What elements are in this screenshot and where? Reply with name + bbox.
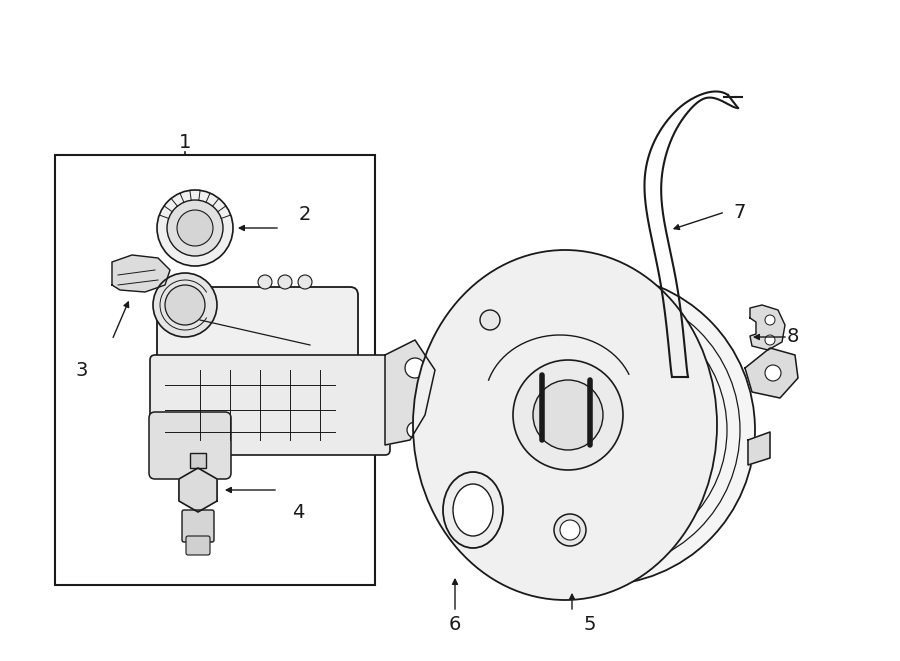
Circle shape — [765, 335, 775, 345]
Text: 8: 8 — [787, 327, 799, 346]
Ellipse shape — [453, 484, 493, 536]
Circle shape — [533, 380, 603, 450]
Polygon shape — [745, 348, 798, 398]
Text: 5: 5 — [584, 615, 596, 635]
FancyBboxPatch shape — [150, 355, 390, 455]
Circle shape — [765, 365, 781, 381]
Text: 2: 2 — [299, 206, 311, 225]
FancyBboxPatch shape — [182, 510, 214, 542]
FancyBboxPatch shape — [157, 287, 358, 413]
Circle shape — [480, 310, 500, 330]
Polygon shape — [385, 340, 435, 445]
Text: 7: 7 — [734, 202, 746, 221]
Text: 3: 3 — [76, 360, 88, 379]
Circle shape — [405, 358, 425, 378]
Text: 4: 4 — [292, 504, 304, 522]
FancyBboxPatch shape — [186, 536, 210, 555]
Polygon shape — [750, 305, 785, 350]
Ellipse shape — [443, 472, 503, 548]
Circle shape — [298, 275, 312, 289]
Circle shape — [765, 315, 775, 325]
FancyBboxPatch shape — [149, 412, 231, 479]
Ellipse shape — [413, 250, 717, 600]
Text: 1: 1 — [179, 134, 191, 153]
Circle shape — [407, 422, 423, 438]
Bar — [190, 453, 206, 468]
Circle shape — [177, 210, 213, 246]
Bar — [55, 155, 375, 585]
Polygon shape — [112, 255, 170, 292]
Circle shape — [157, 190, 233, 266]
Circle shape — [445, 275, 755, 585]
Circle shape — [165, 285, 205, 325]
Circle shape — [560, 520, 580, 540]
Circle shape — [167, 200, 223, 256]
Circle shape — [513, 360, 623, 470]
Circle shape — [258, 275, 272, 289]
Circle shape — [554, 514, 586, 546]
Text: 6: 6 — [449, 615, 461, 635]
Polygon shape — [179, 468, 217, 512]
Polygon shape — [748, 432, 770, 465]
Circle shape — [153, 273, 217, 337]
Circle shape — [278, 275, 292, 289]
